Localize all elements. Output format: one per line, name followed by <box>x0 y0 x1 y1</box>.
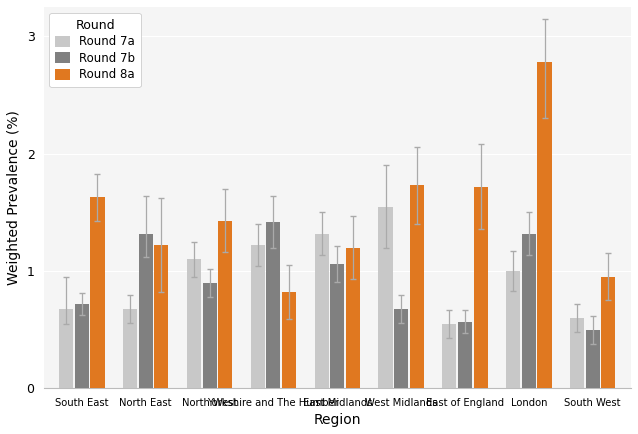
Bar <box>410 185 424 388</box>
Bar <box>75 304 89 388</box>
Bar <box>378 207 392 388</box>
Bar <box>282 292 296 388</box>
Bar <box>187 260 201 388</box>
Bar <box>123 309 137 388</box>
Bar <box>315 233 329 388</box>
Bar <box>154 245 168 388</box>
Bar <box>202 283 216 388</box>
Bar <box>346 248 360 388</box>
Bar <box>394 309 408 388</box>
Bar <box>522 233 536 388</box>
Y-axis label: Weighted Prevalence (%): Weighted Prevalence (%) <box>7 110 21 285</box>
Bar <box>570 318 584 388</box>
Bar <box>537 62 551 388</box>
Bar <box>59 309 73 388</box>
Bar <box>138 233 152 388</box>
X-axis label: Region: Region <box>313 413 361 427</box>
Bar <box>602 277 616 388</box>
Bar <box>473 187 487 388</box>
Bar <box>458 322 472 388</box>
Bar <box>251 245 265 388</box>
Bar <box>218 220 232 388</box>
Legend: Round 7a, Round 7b, Round 8a: Round 7a, Round 7b, Round 8a <box>49 13 141 87</box>
Bar <box>586 330 600 388</box>
Bar <box>267 222 281 388</box>
Bar <box>506 271 520 388</box>
Bar <box>442 324 456 388</box>
Bar <box>91 197 105 388</box>
Bar <box>330 264 345 388</box>
